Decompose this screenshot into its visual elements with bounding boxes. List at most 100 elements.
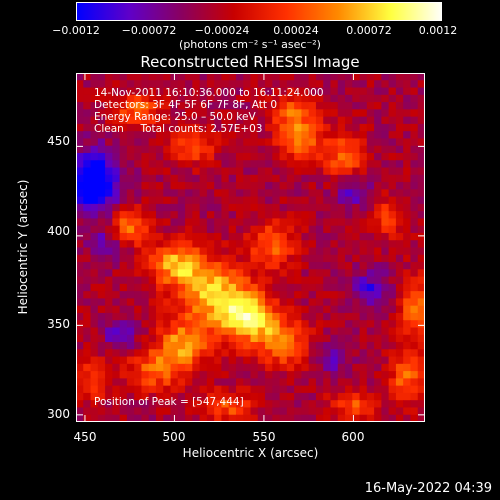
heatmap-cell — [395, 378, 404, 387]
heatmap-cell — [352, 327, 361, 336]
heatmap-cell — [410, 262, 419, 270]
heatmap-cell — [97, 414, 106, 422]
heatmap-cell — [97, 167, 106, 176]
heatmap-cell — [330, 196, 339, 205]
heatmap-cell — [163, 283, 172, 292]
heatmap-cell — [352, 305, 361, 314]
heatmap-cell — [105, 182, 113, 190]
heatmap-cell — [410, 414, 419, 422]
heatmap-cell — [410, 87, 419, 96]
heatmap-cell — [170, 371, 179, 379]
heatmap-cell — [134, 305, 143, 314]
heatmap-cell — [105, 269, 113, 278]
heatmap-cell — [206, 269, 215, 278]
heatmap-cell — [410, 305, 419, 314]
heatmap-cell — [185, 349, 193, 358]
heatmap-cell — [250, 407, 259, 416]
heatmap-cell — [417, 138, 425, 147]
heatmap-cell — [235, 400, 244, 409]
heatmap-cell — [301, 363, 310, 372]
heatmap-cell — [155, 349, 164, 358]
heatmap-cell — [388, 320, 397, 329]
heatmap-cell — [388, 407, 397, 416]
heatmap-cell — [417, 305, 425, 314]
heatmap-cell — [359, 240, 368, 249]
heatmap-cell — [126, 152, 135, 161]
heatmap-cell — [395, 102, 404, 110]
heatmap-cell — [337, 400, 346, 409]
heatmap-cell — [388, 298, 397, 307]
heatmap-cell — [105, 174, 113, 183]
heatmap-cell — [388, 334, 397, 343]
heatmap-cell — [199, 80, 208, 89]
heatmap-cell — [323, 414, 332, 422]
heatmap-cell — [170, 400, 179, 409]
heatmap-cell — [185, 371, 193, 379]
heatmap-cell — [395, 305, 404, 314]
heatmap-cell — [286, 247, 295, 256]
heatmap-cell — [119, 342, 128, 350]
heatmap-cell — [301, 276, 310, 285]
heatmap-cell — [163, 305, 172, 314]
heatmap-cell — [308, 356, 317, 365]
heatmap-cell — [265, 152, 273, 161]
heatmap-cell — [235, 312, 244, 321]
heatmap-cell — [403, 102, 412, 110]
heatmap-cell — [170, 145, 179, 154]
heatmap-cell — [301, 167, 310, 176]
heatmap-cell — [243, 342, 252, 350]
heatmap-cell — [221, 131, 230, 140]
heatmap-cell — [126, 189, 135, 198]
heatmap-cell — [301, 116, 310, 125]
heatmap-cell — [192, 145, 201, 154]
heatmap-cell — [148, 225, 157, 234]
heatmap-cell — [308, 218, 317, 227]
heatmap-cell — [148, 240, 157, 249]
heatmap-cell — [83, 123, 92, 132]
heatmap-cell — [228, 138, 237, 147]
heatmap-cell — [170, 305, 179, 314]
heatmap-cell — [403, 160, 412, 169]
heatmap-cell — [366, 392, 375, 401]
heatmap-cell — [90, 211, 99, 220]
heatmap-cell — [359, 371, 368, 379]
heatmap-cell — [206, 196, 215, 205]
heatmap-cell — [90, 371, 99, 379]
heatmap-cell — [155, 167, 164, 176]
heatmap-cell — [388, 378, 397, 387]
heatmap-cell — [163, 247, 172, 256]
heatmap-cell — [359, 203, 368, 212]
heatmap-cell — [214, 371, 223, 379]
heatmap-cell — [279, 109, 288, 118]
heatmap-cell — [90, 385, 99, 394]
heatmap-cell — [315, 378, 324, 387]
heatmap-cell — [323, 203, 332, 212]
heatmap-cell — [272, 262, 281, 270]
heatmap-cell — [381, 371, 390, 379]
heatmap-cell — [97, 407, 106, 416]
heatmap-cell — [206, 160, 215, 169]
heatmap-cell — [243, 94, 252, 103]
heatmap-cell — [301, 232, 310, 241]
heatmap-cell — [403, 276, 412, 285]
heatmap-cell — [359, 305, 368, 314]
heatmap-cell — [206, 371, 215, 379]
heatmap-cell — [221, 327, 230, 336]
heatmap-cell — [250, 392, 259, 401]
heatmap-cell — [374, 232, 382, 241]
heatmap-cell — [359, 327, 368, 336]
heatmap-cell — [265, 138, 273, 147]
heatmap-cell — [323, 385, 332, 394]
heatmap-cell — [126, 400, 135, 409]
heatmap-cell — [141, 363, 150, 372]
heatmap-cell — [83, 80, 92, 89]
heatmap-cell — [83, 371, 92, 379]
heatmap-cell — [359, 400, 368, 409]
heatmap-cell — [221, 349, 230, 358]
heatmap-cell — [265, 102, 273, 110]
heatmap-cell — [134, 291, 143, 299]
heatmap-cell — [403, 407, 412, 416]
heatmap-cell — [388, 349, 397, 358]
heatmap-cell — [105, 73, 113, 81]
heatmap-cell — [170, 254, 179, 263]
